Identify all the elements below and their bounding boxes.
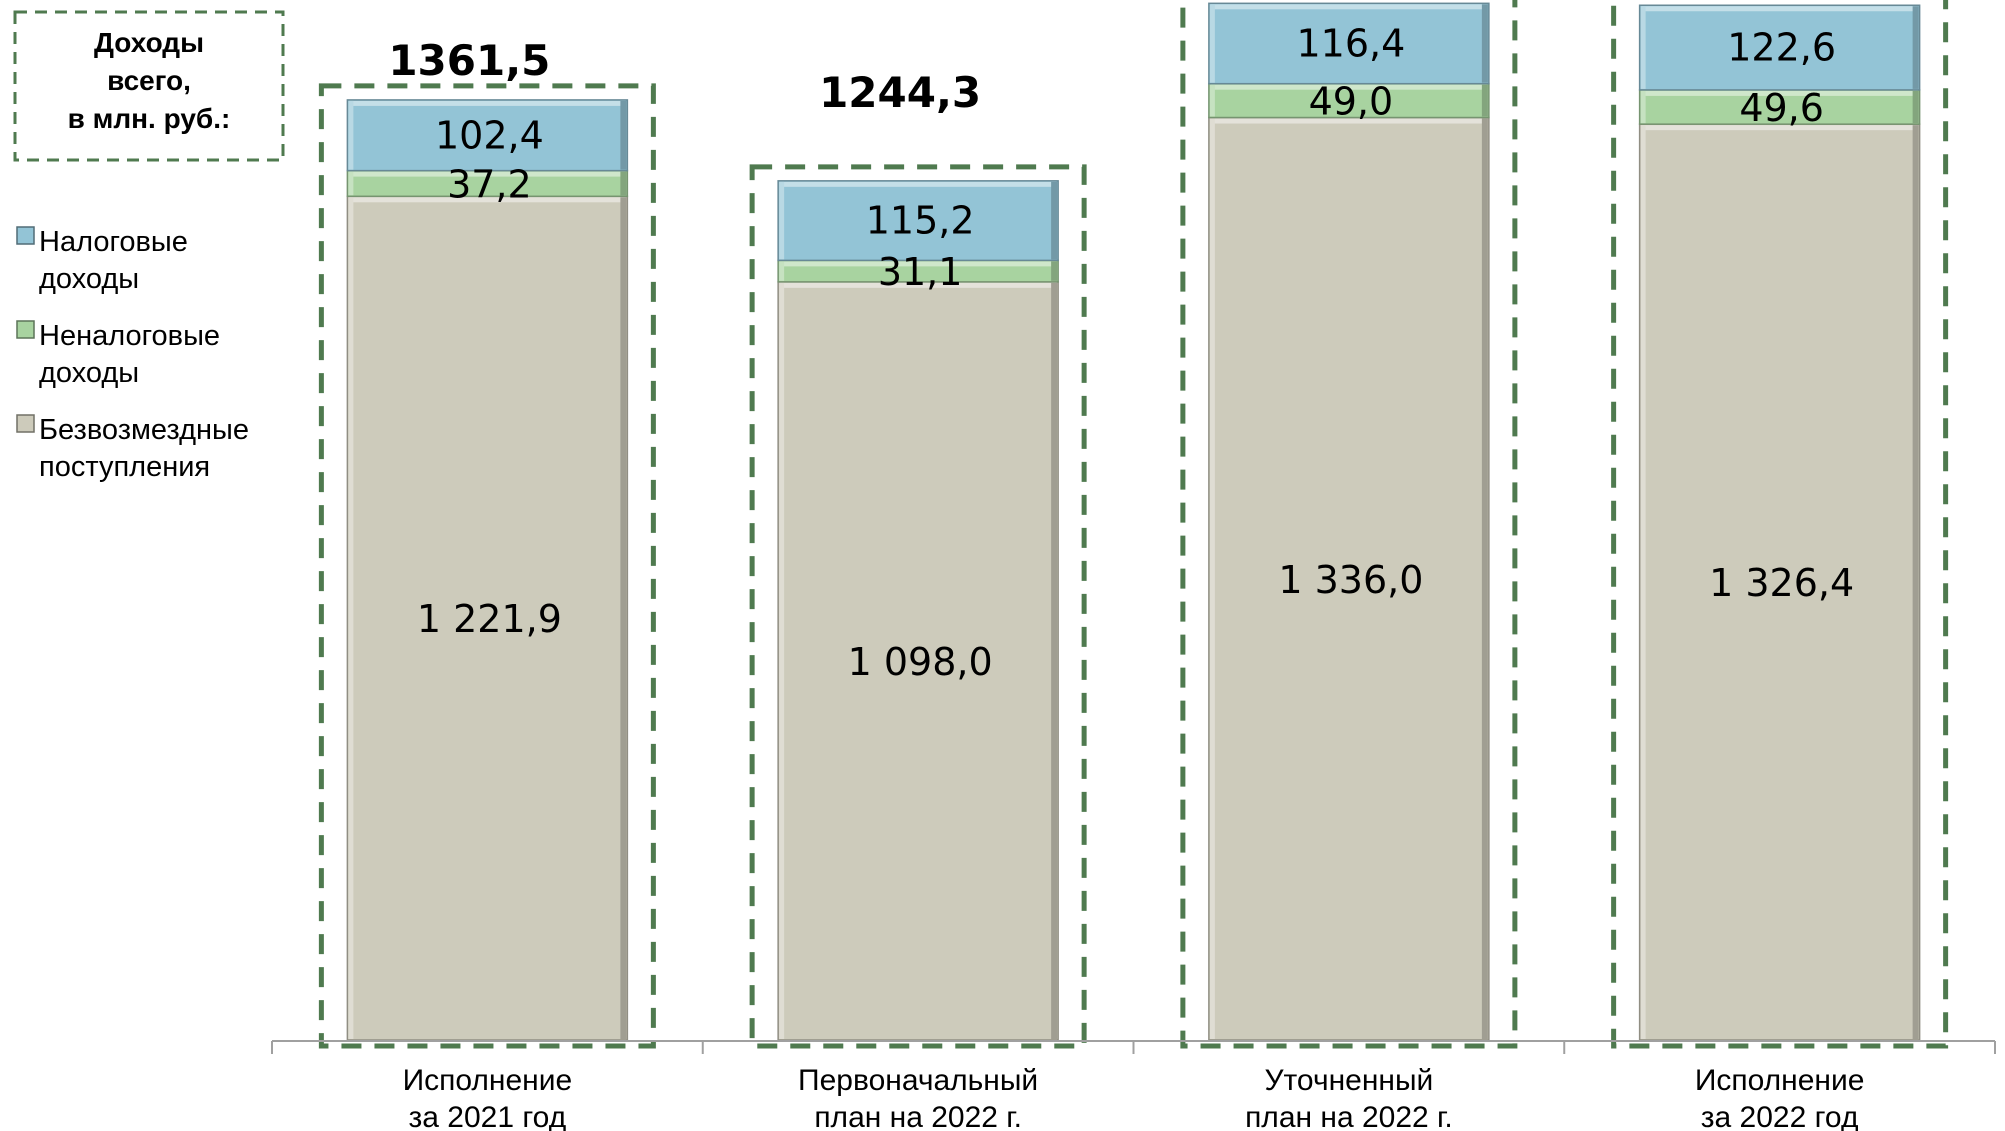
bar-3-segment-1-top-bevel — [1641, 90, 1918, 96]
bar-0-segment-0-right-bevel — [620, 197, 627, 1040]
category-label-2-line-1: план на 2022 г. — [1245, 1101, 1453, 1131]
bar-1-segment-1-right-bevel — [1051, 261, 1058, 281]
bar-0-segment-0-top-bevel — [349, 197, 626, 203]
category-label-3-line-0: Исполнение — [1695, 1064, 1865, 1097]
bar-0-segment-2-fill — [346, 99, 629, 172]
bar-3-segment-1-right-bevel — [1912, 90, 1919, 124]
bar-1-segment-0-top-bevel — [780, 282, 1057, 288]
bar-3-segment-0-right-bevel — [1912, 125, 1919, 1039]
bar-1-segment-2-fill — [777, 180, 1059, 262]
legend-label-2-line-1: поступления — [39, 451, 210, 483]
bar-2-segment-2-top-bevel — [1210, 4, 1487, 10]
bar-1-segment-2-value-label: 115,2 — [866, 199, 975, 243]
segment-labels: 1 221,9 37,2 102,4 1 098,0 31,1 115,2 1 336,0 4… — [417, 22, 1854, 684]
legend-swatch-1 — [16, 320, 35, 339]
bar-1-segment-1 — [777, 259, 1059, 283]
total-frame-1 — [749, 164, 1087, 1049]
total-frame-0 — [318, 83, 656, 1049]
category-label-3-line-1: за 2022 год — [1701, 1101, 1859, 1131]
chart-title-line-1: Доходы — [94, 27, 204, 58]
bar-1-segment-2-top-bevel — [780, 181, 1057, 187]
bar-1-segment-0-right-bevel — [1051, 282, 1058, 1039]
bar-1-segment-1-value-label: 31,1 — [878, 250, 963, 294]
bar-2-segment-2 — [1208, 2, 1490, 85]
total-frame-3 — [1611, 0, 1949, 1049]
bar-0-segment-0-left-bevel — [348, 197, 354, 1040]
legend-label-1-line-1: доходы — [39, 357, 139, 389]
bar-2-segment-2-fill — [1208, 2, 1490, 85]
bar-3-segment-2-value-label: 122,6 — [1727, 26, 1836, 70]
bar-0-segment-0-fill — [346, 195, 629, 1041]
bar-1-segment-2-left-bevel — [779, 181, 785, 260]
bar-0-segment-0 — [346, 195, 629, 1041]
legend-swatch-2 — [16, 414, 35, 433]
total-frame-2 — [1180, 0, 1518, 1049]
bar-3-segment-0 — [1638, 123, 1921, 1041]
bar-1-segment-1-left-bevel — [779, 261, 785, 281]
chart-title-line-2: всего, — [107, 65, 191, 96]
category-label-0-line-0: Исполнение — [403, 1064, 573, 1097]
bar-2-segment-0-top-bevel — [1210, 118, 1487, 124]
bar-1-segment-0-value-label: 1 098,0 — [848, 640, 993, 684]
chart-legend: Налоговые доходы Неналоговые доходы Безвозме… — [16, 226, 249, 483]
bar-1-segment-1-top-bevel — [780, 261, 1057, 267]
bar-0-segment-2-top-bevel — [349, 100, 626, 106]
legend-label-0-line-1: доходы — [39, 263, 139, 295]
chart-title-frame — [13, 10, 285, 162]
bar-2-segment-1-right-bevel — [1481, 84, 1488, 117]
bar-3-segment-2-right-bevel — [1912, 6, 1919, 89]
bar-0-segment-2 — [346, 99, 629, 172]
chart-title-box: Доходы всего, в млн. руб.: — [13, 10, 285, 162]
category-label-1-line-0: Первоначальный — [798, 1064, 1038, 1097]
category-label-1-line-1: план на 2022 г. — [814, 1101, 1022, 1131]
bar-0-segment-2-right-bevel — [620, 100, 627, 170]
bar-2-segment-2-value-label: 116,4 — [1296, 22, 1405, 66]
bar-3-segment-2 — [1638, 4, 1921, 91]
bar-2-segment-1-left-bevel — [1209, 84, 1215, 117]
bar-3-segment-2-left-bevel — [1640, 6, 1646, 89]
bar-0-segment-2-left-bevel — [348, 100, 354, 170]
bar-1-segment-0-left-bevel — [779, 282, 785, 1039]
bar-2-segment-0-left-bevel — [1209, 118, 1215, 1040]
bar-2-segment-1-top-bevel — [1210, 84, 1487, 90]
bar-2-segment-1 — [1208, 82, 1490, 119]
bar-2-segment-0-right-bevel — [1481, 118, 1488, 1040]
total-frames — [318, 0, 1949, 1049]
bar-2-segment-2-right-bevel — [1481, 4, 1488, 83]
total-label-0: 1361,5 — [388, 36, 550, 85]
bar-2-segment-0-value-label: 1 336,0 — [1278, 558, 1423, 602]
x-axis — [271, 1040, 1996, 1054]
bar-3-segment-0-top-bevel — [1641, 125, 1918, 131]
bar-0-segment-0-value-label: 1 221,9 — [417, 597, 562, 641]
bar-2-segment-1-value-label: 49,0 — [1309, 80, 1394, 124]
legend-swatch-0 — [16, 226, 35, 245]
bar-3-segment-0-value-label: 1 326,4 — [1709, 561, 1854, 605]
bar-3-segment-0-fill — [1638, 123, 1921, 1041]
bar-0-segment-1-right-bevel — [620, 171, 627, 196]
bar-3-segment-2-fill — [1638, 4, 1921, 91]
legend-label-0-line-0: Налоговые — [39, 226, 188, 258]
category-label-0-line-1: за 2021 год — [409, 1101, 567, 1131]
bar-1-segment-2-right-bevel — [1051, 181, 1058, 260]
total-label-1: 1244,3 — [819, 68, 981, 117]
bar-3-segment-1-left-bevel — [1640, 90, 1646, 124]
bar-stacks — [346, 2, 1921, 1041]
category-labels: Исполнение за 2021 год Первоначальный план … — [403, 1064, 1865, 1131]
bar-1-segment-2 — [777, 180, 1059, 262]
legend-label-2-line-0: Безвозмездные — [39, 414, 249, 446]
category-label-2-line-0: Уточненный — [1264, 1064, 1433, 1097]
bar-0-segment-1-top-bevel — [349, 171, 626, 177]
legend-label-1-line-0: Неналоговые — [39, 320, 220, 352]
bar-0-segment-2-value-label: 102,4 — [435, 113, 544, 157]
bar-3-segment-1-value-label: 49,6 — [1739, 86, 1824, 130]
bar-3-segment-0-left-bevel — [1640, 125, 1646, 1039]
bar-0-segment-1-left-bevel — [348, 171, 354, 196]
bar-2-segment-2-left-bevel — [1209, 4, 1215, 83]
bar-3-segment-2-top-bevel — [1641, 6, 1918, 12]
chart-title-line-3: в млн. руб.: — [68, 103, 231, 134]
bar-0-segment-1-value-label: 37,2 — [447, 162, 532, 206]
